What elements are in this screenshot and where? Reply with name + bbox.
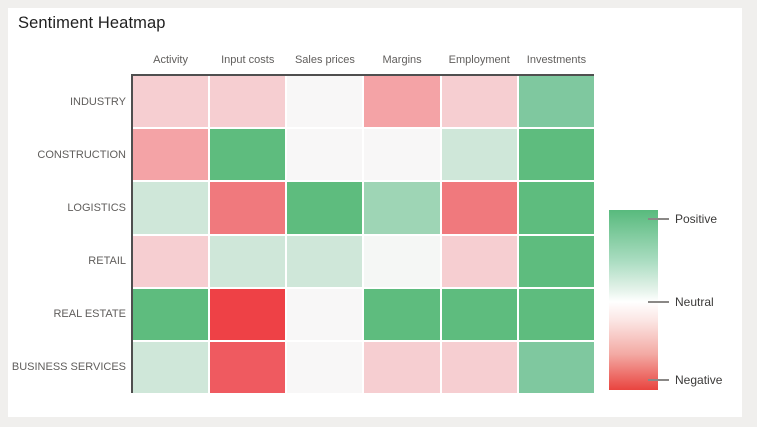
heatmap-cell[interactable] bbox=[364, 129, 440, 181]
heatmap-cell[interactable] bbox=[364, 182, 440, 234]
legend-gradient-bar bbox=[609, 210, 658, 390]
heatmap-cell[interactable] bbox=[364, 235, 440, 287]
column-header: Sales prices bbox=[294, 54, 355, 66]
row-label: CONSTRUCTION bbox=[37, 148, 126, 161]
heatmap-cell[interactable] bbox=[133, 182, 209, 234]
heatmap-cell[interactable] bbox=[441, 341, 517, 393]
heatmap-cell[interactable] bbox=[441, 182, 517, 234]
heatmap-cell[interactable] bbox=[518, 235, 594, 287]
heatmap-cell[interactable] bbox=[133, 341, 209, 393]
row-label: LOGISTICS bbox=[67, 201, 126, 214]
heatmap-cell[interactable] bbox=[287, 235, 363, 287]
heatmap-cell[interactable] bbox=[441, 129, 517, 181]
legend-tick bbox=[648, 301, 669, 303]
heatmap-cell[interactable] bbox=[210, 129, 286, 181]
heatmap-cell[interactable] bbox=[441, 235, 517, 287]
heatmap-cell[interactable] bbox=[287, 129, 363, 181]
column-header: Activity bbox=[153, 54, 188, 66]
column-header: Investments bbox=[526, 54, 587, 66]
heatmap-cell[interactable] bbox=[210, 235, 286, 287]
row-label: INDUSTRY bbox=[69, 95, 126, 108]
heatmap-cell[interactable] bbox=[133, 288, 209, 340]
column-header: Margins bbox=[382, 54, 422, 66]
column-header: Employment bbox=[448, 54, 510, 66]
heatmap-cell[interactable] bbox=[518, 341, 594, 393]
heatmap-cell[interactable] bbox=[210, 182, 286, 234]
heatmap-cell[interactable] bbox=[518, 182, 594, 234]
chart-card: Sentiment Heatmap Activity Input costs Sal… bbox=[8, 8, 742, 417]
heatmap-cell[interactable] bbox=[518, 76, 594, 128]
legend-tick bbox=[648, 379, 669, 381]
heatmap-grid bbox=[133, 76, 594, 393]
row-label: REAL ESTATE bbox=[53, 308, 126, 321]
legend-tick bbox=[648, 218, 669, 220]
heatmap-cell[interactable] bbox=[133, 235, 209, 287]
heatmap-cell[interactable] bbox=[210, 76, 286, 128]
legend-label: Negative bbox=[675, 373, 723, 387]
heatmap-cell[interactable] bbox=[287, 341, 363, 393]
legend-label: Positive bbox=[675, 212, 718, 226]
heatmap-cell[interactable] bbox=[364, 341, 440, 393]
heatmap-cell[interactable] bbox=[364, 76, 440, 128]
row-label: RETAIL bbox=[88, 255, 126, 268]
heatmap-cell[interactable] bbox=[287, 76, 363, 128]
heatmap-cell[interactable] bbox=[210, 288, 286, 340]
heatmap-cell[interactable] bbox=[287, 288, 363, 340]
heatmap-cell[interactable] bbox=[133, 76, 209, 128]
heatmap-cell[interactable] bbox=[210, 341, 286, 393]
heatmap-cell[interactable] bbox=[441, 288, 517, 340]
heatmap-cell[interactable] bbox=[518, 288, 594, 340]
heatmap-axis-frame bbox=[131, 74, 594, 393]
heatmap-cell[interactable] bbox=[518, 129, 594, 181]
chart-title: Sentiment Heatmap bbox=[18, 14, 166, 32]
heatmap-cell[interactable] bbox=[287, 182, 363, 234]
heatmap-cell[interactable] bbox=[441, 76, 517, 128]
legend-label: Neutral bbox=[675, 295, 714, 309]
column-header: Input costs bbox=[221, 54, 275, 66]
heatmap-cell[interactable] bbox=[364, 288, 440, 340]
row-label: BUSINESS SERVICES bbox=[11, 361, 126, 374]
heatmap-cell[interactable] bbox=[133, 129, 209, 181]
